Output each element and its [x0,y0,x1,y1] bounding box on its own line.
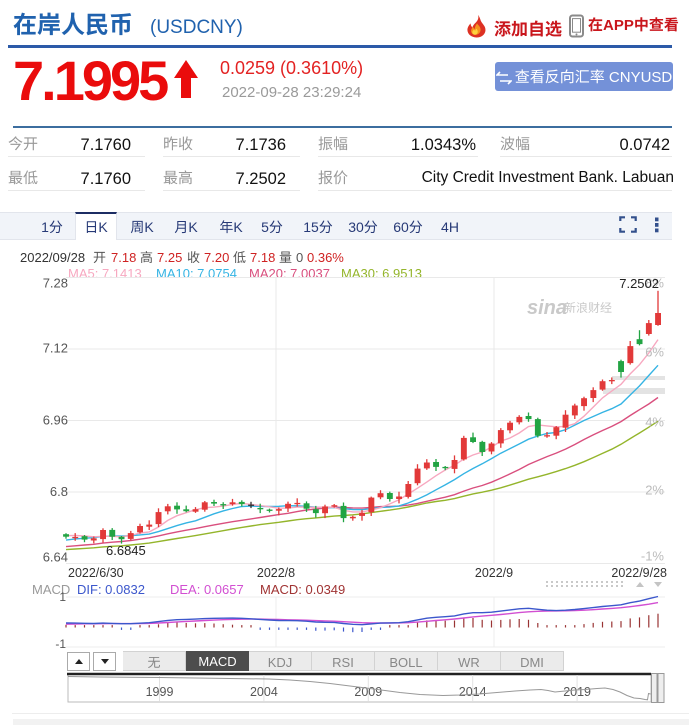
svg-text:2022/9/28: 2022/9/28 [611,566,667,580]
svg-text:2022/8: 2022/8 [257,566,295,580]
svg-text:-1: -1 [55,637,66,651]
svg-text:新浪财经: 新浪财经 [564,299,612,316]
svg-text:-1%: -1% [641,549,665,564]
svg-text:7.2502: 7.2502 [619,276,659,291]
svg-text:4%: 4% [645,415,664,430]
svg-text:6.6845: 6.6845 [106,543,146,558]
svg-text:6%: 6% [645,345,664,360]
svg-text:2019: 2019 [563,685,591,699]
svg-text:7.28: 7.28 [43,276,68,291]
svg-text:2022/9: 2022/9 [475,566,513,580]
svg-text:2014: 2014 [459,685,487,699]
svg-text:2022/6/30: 2022/6/30 [68,566,124,580]
svg-text:2004: 2004 [250,685,278,699]
svg-text:1999: 1999 [146,685,174,699]
svg-text:sina: sina [527,297,567,319]
svg-text:2%: 2% [645,483,664,498]
svg-text:7.12: 7.12 [43,341,68,356]
svg-text:6.96: 6.96 [43,413,68,428]
svg-text:8%: 8% [645,276,664,291]
svg-text:1: 1 [59,590,66,604]
svg-text:2009: 2009 [354,685,382,699]
svg-text:6.64: 6.64 [43,550,68,565]
svg-text:6.8: 6.8 [50,484,68,499]
